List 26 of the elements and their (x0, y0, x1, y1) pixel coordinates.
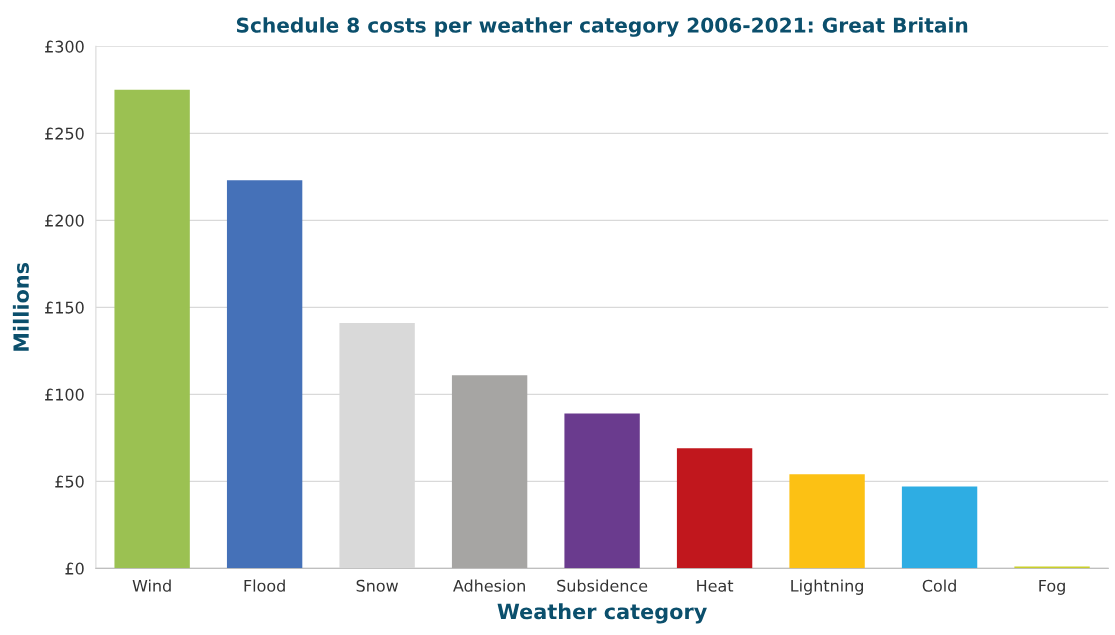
x-tick-label: Flood (244, 579, 285, 592)
x-tick-label: Wind (132, 579, 171, 592)
chart-title: Schedule 8 costs per weather category 2006-2021: Great Britain (236, 17, 968, 37)
bar (676, 448, 753, 569)
y-tick-label: £50 (55, 475, 84, 488)
x-tick-label: Heat (697, 579, 734, 592)
bar (226, 180, 303, 569)
y-tick-label: £0 (65, 562, 84, 575)
y-tick-label: £200 (45, 214, 84, 227)
y-tick-label: £150 (45, 301, 84, 314)
bar (564, 413, 640, 569)
y-tick-label: £300 (45, 40, 84, 53)
bar (114, 89, 190, 569)
x-tick-label: Fog (1039, 579, 1065, 595)
x-tick-label: Lightning (791, 579, 863, 595)
bar (451, 375, 528, 569)
x-tick-label: Adhesion (453, 579, 525, 592)
bar (789, 474, 865, 569)
x-tick-label: Subsidence (557, 579, 648, 592)
y-tick-label: £250 (45, 127, 84, 140)
bar (901, 486, 978, 569)
y-axis-title: Millions (12, 262, 29, 351)
x-tick-label: Snow (356, 579, 398, 592)
x-tick-label: Cold (922, 579, 956, 592)
x-axis-title: Weather category (497, 603, 707, 624)
y-tick-label: £100 (45, 388, 84, 401)
